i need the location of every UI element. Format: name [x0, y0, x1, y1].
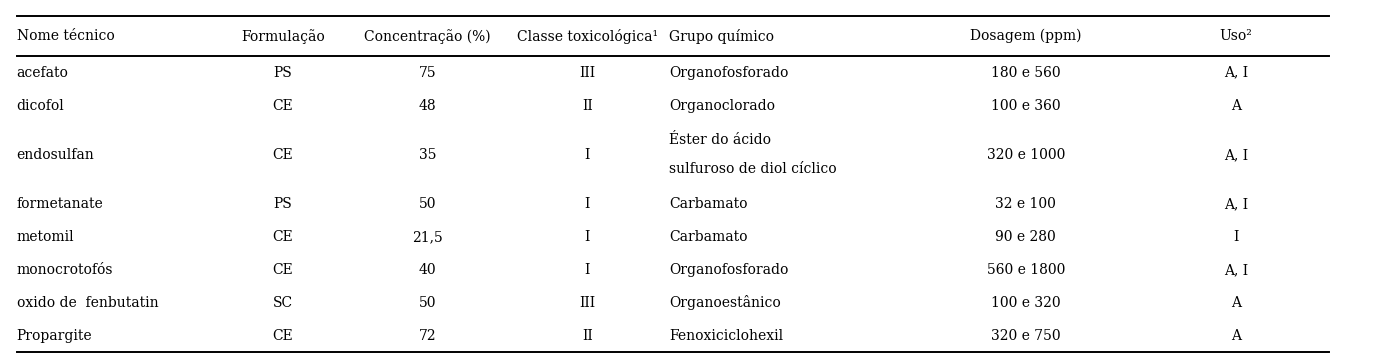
Text: sulfuroso de diol cíclico: sulfuroso de diol cíclico [669, 162, 837, 176]
Text: 90 e 280: 90 e 280 [996, 230, 1056, 244]
Text: A, I: A, I [1224, 66, 1248, 80]
Text: Grupo químico: Grupo químico [669, 29, 774, 44]
Text: CE: CE [273, 99, 293, 113]
Text: endosulfan: endosulfan [17, 148, 94, 162]
Text: 72: 72 [419, 329, 437, 343]
Text: Organofosforado: Organofosforado [669, 263, 789, 277]
Text: I: I [585, 148, 589, 162]
Text: acefato: acefato [17, 66, 69, 80]
Text: Éster do ácido: Éster do ácido [669, 134, 771, 147]
Text: 100 e 320: 100 e 320 [991, 296, 1060, 310]
Text: PS: PS [274, 197, 292, 211]
Text: CE: CE [273, 263, 293, 277]
Text: CE: CE [273, 148, 293, 162]
Text: 40: 40 [419, 263, 437, 277]
Text: I: I [585, 230, 589, 244]
Text: monocrotofós: monocrotofós [17, 263, 113, 277]
Text: A: A [1231, 329, 1241, 343]
Text: dicofol: dicofol [17, 99, 65, 113]
Text: 320 e 1000: 320 e 1000 [987, 148, 1064, 162]
Text: II: II [582, 329, 592, 343]
Text: Carbamato: Carbamato [669, 197, 748, 211]
Text: A, I: A, I [1224, 197, 1248, 211]
Text: Organofosforado: Organofosforado [669, 66, 789, 80]
Text: I: I [1234, 230, 1238, 244]
Text: 21,5: 21,5 [412, 230, 443, 244]
Text: Formulação: Formulação [241, 29, 325, 44]
Text: Carbamato: Carbamato [669, 230, 748, 244]
Text: I: I [585, 197, 589, 211]
Text: Organoestânico: Organoestânico [669, 295, 781, 310]
Text: 320 e 750: 320 e 750 [991, 329, 1060, 343]
Text: Concentração (%): Concentração (%) [365, 29, 490, 44]
Text: 50: 50 [419, 197, 437, 211]
Text: SC: SC [273, 296, 293, 310]
Text: Propargite: Propargite [17, 329, 92, 343]
Text: Fenoxiciclohexil: Fenoxiciclohexil [669, 329, 784, 343]
Text: II: II [582, 99, 592, 113]
Text: 48: 48 [419, 99, 437, 113]
Text: III: III [580, 296, 595, 310]
Text: Nome técnico: Nome técnico [17, 29, 114, 43]
Text: 100 e 360: 100 e 360 [991, 99, 1060, 113]
Text: CE: CE [273, 329, 293, 343]
Text: 75: 75 [419, 66, 437, 80]
Text: oxido de  fenbutatin: oxido de fenbutatin [17, 296, 158, 310]
Text: 50: 50 [419, 296, 437, 310]
Text: metomil: metomil [17, 230, 74, 244]
Text: CE: CE [273, 230, 293, 244]
Text: Dosagem (ppm): Dosagem (ppm) [971, 29, 1081, 44]
Text: 32 e 100: 32 e 100 [996, 197, 1056, 211]
Text: I: I [585, 263, 589, 277]
Text: A, I: A, I [1224, 263, 1248, 277]
Text: A: A [1231, 296, 1241, 310]
Text: Organoclorado: Organoclorado [669, 99, 775, 113]
Text: III: III [580, 66, 595, 80]
Text: Classe toxicológica¹: Classe toxicológica¹ [516, 29, 658, 44]
Text: A: A [1231, 99, 1241, 113]
Text: 35: 35 [419, 148, 437, 162]
Text: A, I: A, I [1224, 148, 1248, 162]
Text: formetanate: formetanate [17, 197, 103, 211]
Text: 560 e 1800: 560 e 1800 [987, 263, 1064, 277]
Text: Uso²: Uso² [1220, 29, 1252, 43]
Text: 180 e 560: 180 e 560 [991, 66, 1060, 80]
Text: PS: PS [274, 66, 292, 80]
